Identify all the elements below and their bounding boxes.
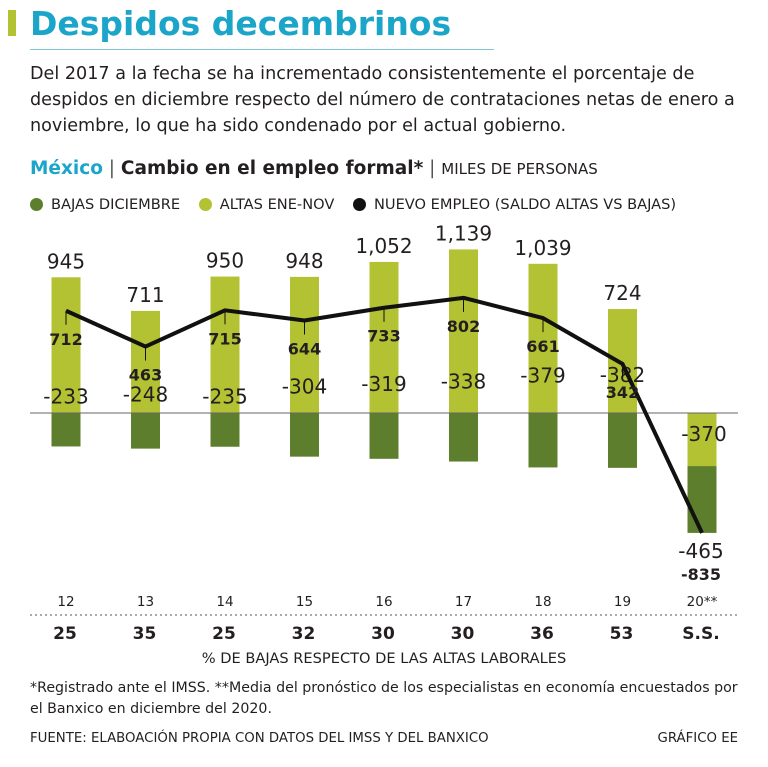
- year-tick-label: 15: [296, 594, 313, 610]
- source-note: FUENTE: ELABOACIÓN PROPIA CON DATOS DEL …: [30, 731, 489, 746]
- bar-bajas: [449, 413, 478, 462]
- bar-altas: [51, 277, 81, 413]
- bajas-value-label: -319: [361, 372, 406, 396]
- nuevo-value-label: 463: [129, 366, 162, 385]
- altas-value-label: 950: [206, 249, 244, 273]
- bar-bajas: [528, 413, 558, 468]
- pct-bajas-value: 30: [451, 624, 475, 644]
- legend-item-altas: ALTAS ENE-NOV: [198, 196, 335, 213]
- bar-altas: [687, 413, 717, 467]
- year-tick-label: 13: [137, 594, 154, 610]
- legend-item-bajas: BAJAS DICIEMBRE: [30, 196, 180, 213]
- bar-bajas: [51, 413, 81, 447]
- bar-bajas: [290, 413, 319, 457]
- bar-altas: [290, 276, 319, 413]
- subtitle-separator: |: [423, 158, 442, 179]
- pct-bajas-value: 32: [292, 624, 316, 644]
- nuevo-value-label: 733: [367, 327, 400, 346]
- bar-bajas: [369, 413, 399, 459]
- altas-value-label: 1,052: [355, 234, 412, 258]
- nuevo-value-label: 644: [288, 340, 321, 359]
- subtitle-separator: |: [102, 158, 121, 179]
- pct-bajas-value: 25: [53, 624, 77, 644]
- subtitle-country: México: [30, 158, 103, 179]
- pct-bajas-value: 25: [212, 624, 236, 644]
- legend-label: ALTAS ENE-NOV: [219, 196, 335, 213]
- bar-altas: [608, 309, 637, 413]
- pct-bajas-value: S.S.: [682, 624, 719, 644]
- year-tick-label: 19: [614, 594, 631, 610]
- nuevo-value-label: 802: [447, 317, 480, 336]
- title-accent-bar: [8, 10, 16, 36]
- subtitle-units: MILES DE PERSONAS: [441, 160, 598, 178]
- altas-value-label: 945: [47, 249, 85, 273]
- year-tick-label: 18: [534, 594, 551, 610]
- altas-value-label: 1,139: [435, 221, 492, 245]
- legend-label: BAJAS DICIEMBRE: [51, 196, 181, 213]
- bar-altas: [449, 249, 478, 413]
- bar-bajas: [131, 413, 160, 449]
- altas-value-label: 948: [285, 249, 323, 273]
- bar-altas: [210, 276, 240, 413]
- pct-bajas-value: 35: [133, 624, 157, 644]
- bajas-value-label: -235: [202, 384, 247, 408]
- year-tick-label: 16: [375, 594, 392, 610]
- chart-subtitle: México | Cambio en el empleo formal* | M…: [30, 158, 598, 179]
- bajas-value-label: -379: [520, 364, 565, 388]
- legend-swatch-altas: [198, 198, 212, 211]
- bar-altas: [369, 261, 399, 413]
- nuevo-value-label: 715: [208, 329, 241, 348]
- bajas-value-label: -304: [282, 374, 327, 398]
- altas-value-label: 711: [126, 283, 164, 307]
- year-tick-label: 17: [455, 594, 472, 610]
- bar-altas: [528, 263, 558, 413]
- bajas-value-label: -338: [441, 369, 486, 393]
- pct-bajas-value: 36: [530, 624, 554, 644]
- bajas-value-label: -248: [123, 382, 168, 406]
- nuevo-value-label: -835: [681, 565, 721, 584]
- legend-swatch-bajas: [30, 198, 43, 211]
- subtitle-main: Cambio en el empleo formal*: [120, 158, 424, 179]
- altas-value-label: 1,039: [514, 236, 571, 260]
- bar-bajas: [210, 413, 240, 447]
- year-tick-label: 20**: [687, 594, 718, 610]
- pct-bajas-value: 30: [371, 624, 395, 644]
- bajas-value-label: -233: [43, 385, 88, 409]
- footnote: *Registrado ante el IMSS. **Media del pr…: [30, 680, 738, 717]
- pct-axis-title: % DE BAJAS RESPECTO DE LAS ALTAS LABORAL…: [201, 650, 567, 667]
- graphic-credit: GRÁFICO EE: [657, 731, 738, 746]
- pct-bajas-value: 53: [610, 624, 634, 644]
- year-tick-label: 14: [216, 594, 233, 610]
- legend-label: NUEVO EMPLEO (SALDO ALTAS VS BAJAS): [373, 196, 677, 213]
- bar-bajas: [608, 413, 637, 468]
- page-title: Despidos decembrinos: [30, 4, 452, 43]
- chart-legend: BAJAS DICIEMBRE ALTAS ENE-NOV NUEVO EMPL…: [30, 196, 690, 215]
- legend-swatch-nuevo: [352, 198, 366, 211]
- altas-value-label: 724: [603, 281, 641, 305]
- year-tick-label: 12: [57, 594, 74, 610]
- nuevo-value-label: 342: [606, 383, 639, 402]
- nuevo-value-label: 712: [49, 330, 82, 349]
- altas-value-label: -370: [681, 422, 726, 446]
- intro-text: Del 2017 a la fecha se ha incrementado c…: [30, 64, 735, 136]
- nuevo-value-label: 661: [526, 337, 559, 356]
- bar-altas: [131, 310, 160, 413]
- title-divider: [30, 49, 494, 50]
- bajas-value-label: -465: [678, 539, 723, 563]
- legend-item-nuevo: NUEVO EMPLEO (SALDO ALTAS VS BAJAS): [352, 196, 677, 213]
